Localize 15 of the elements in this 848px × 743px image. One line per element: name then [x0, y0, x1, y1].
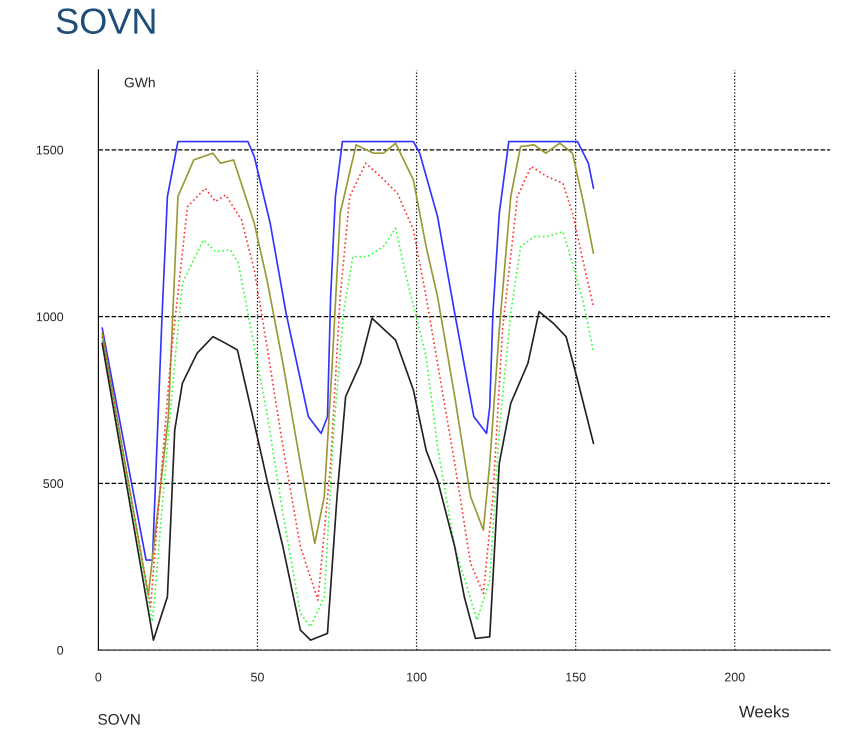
x-tick-label: 150: [566, 672, 586, 682]
line-series: [101, 227, 594, 628]
text: SOVN: [98, 714, 140, 725]
y-axis-title: GWh: [124, 77, 155, 88]
x-tick-label: 200: [724, 672, 745, 682]
x-tick-label: 50: [251, 672, 264, 682]
x-axis-title: Weeks: [739, 705, 790, 718]
y-tick-label: 0: [57, 646, 64, 655]
y-tick-label: 1500: [36, 146, 64, 155]
x-tick-label: 0: [95, 672, 102, 682]
y-tick-label: 500: [43, 479, 64, 488]
line-series: [101, 310, 594, 641]
x-tick-label: 100: [407, 672, 426, 682]
chart-title: SOVN: [56, 8, 155, 34]
y-tick-label: 1000: [36, 312, 64, 322]
